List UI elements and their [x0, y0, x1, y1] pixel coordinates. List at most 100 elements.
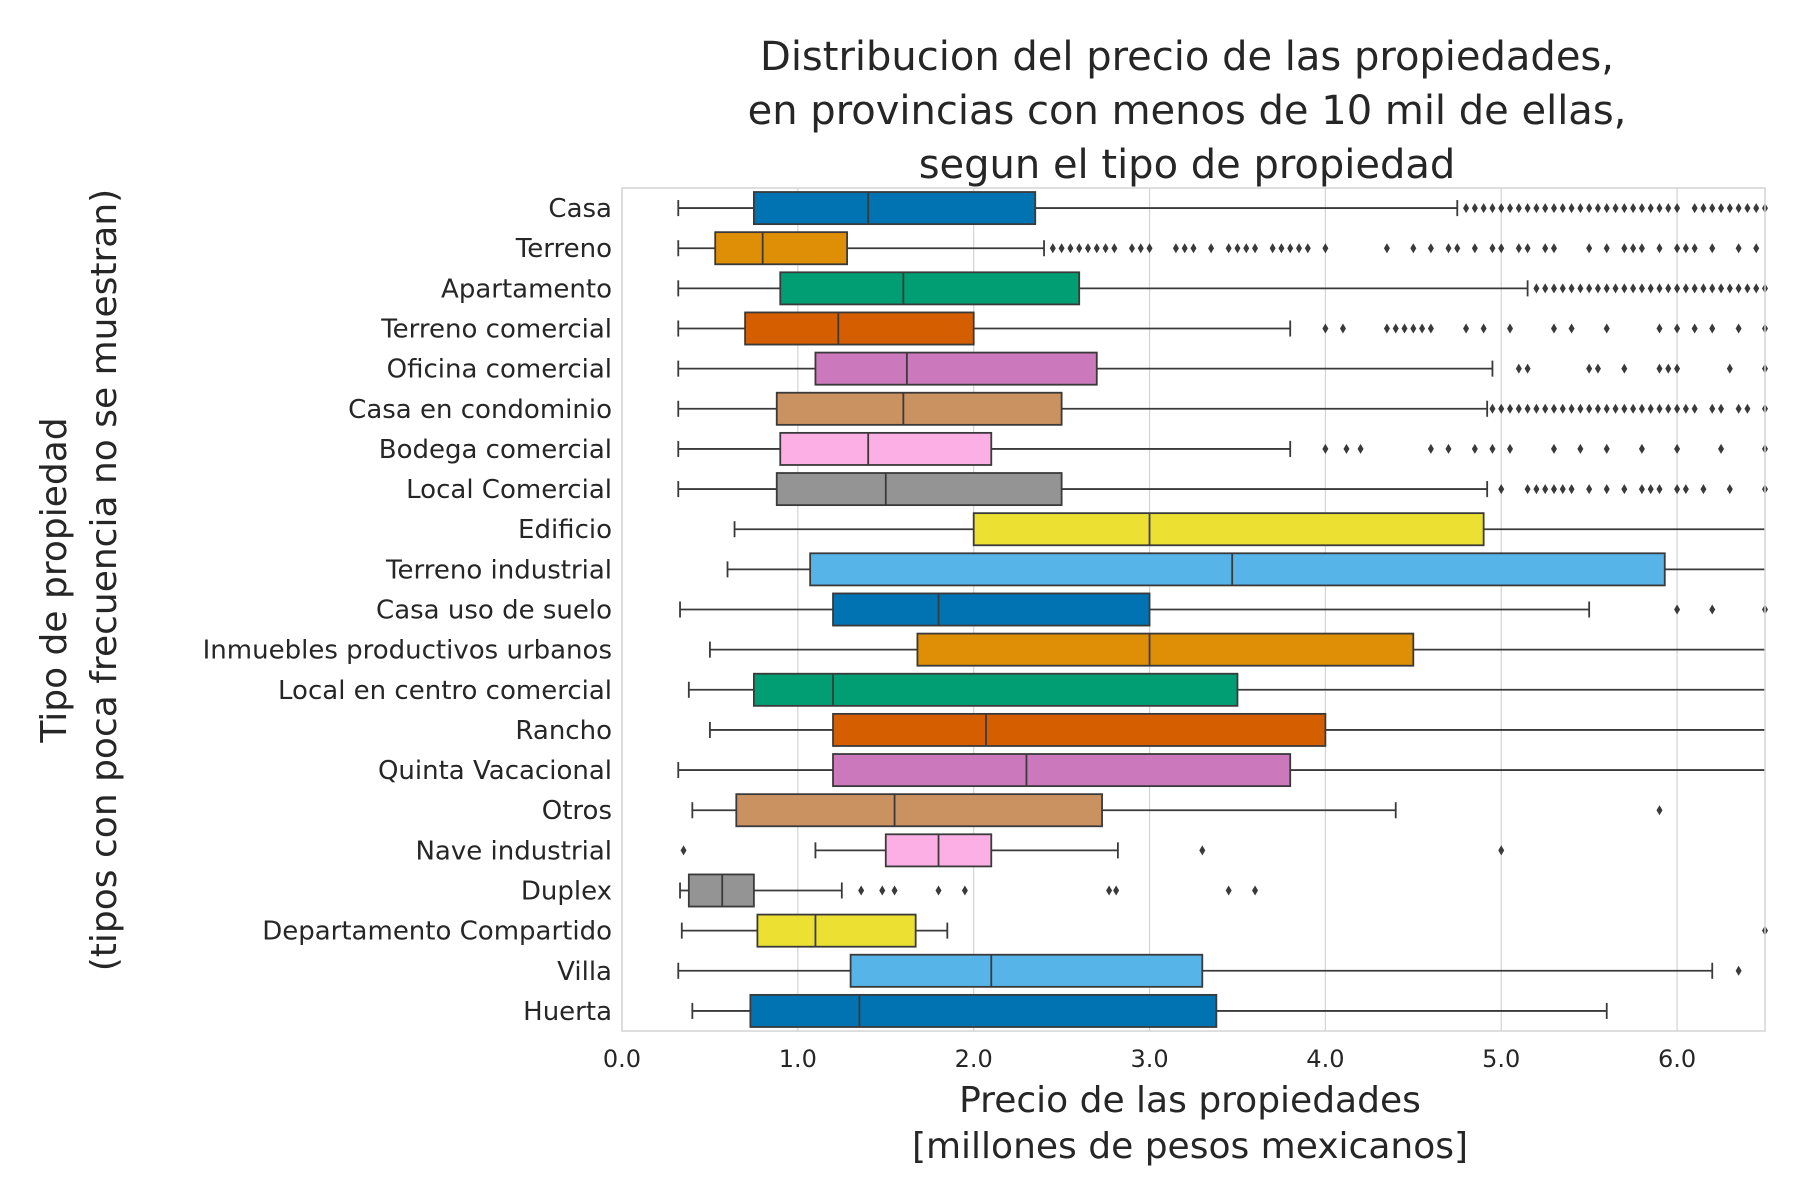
box-15 [691, 793, 1663, 828]
x-axis-label-line-1: Precio de las propiedades [959, 1080, 1421, 1121]
outlier-point [1709, 323, 1716, 334]
outlier-point [1568, 203, 1575, 214]
outlier-point [1489, 443, 1496, 454]
outlier-point [1542, 484, 1549, 495]
category-label: Oficina comercial [387, 355, 612, 385]
box-10 [679, 592, 1768, 627]
outlier-point [1550, 484, 1557, 495]
x-axis-label: Precio de las propiedades [millones de p… [912, 1080, 1468, 1167]
outlier-point [1621, 283, 1628, 294]
outlier-point [879, 885, 886, 896]
outlier-point [1049, 243, 1056, 254]
iqr-box [735, 793, 1103, 828]
category-label: Inmuebles productivos urbanos [203, 636, 612, 666]
outlier-point [1524, 363, 1531, 374]
outlier-point [1594, 363, 1601, 374]
outlier-point [1550, 403, 1557, 414]
outlier-point [1603, 403, 1610, 414]
outlier-point [1542, 403, 1549, 414]
iqr-box [752, 672, 1239, 707]
outlier-point [1586, 203, 1593, 214]
outlier-point [1638, 403, 1645, 414]
outlier-point [1515, 363, 1522, 374]
x-tick-label: 0.0 [603, 1045, 641, 1073]
outlier-point [1612, 283, 1619, 294]
outlier-point [1550, 243, 1557, 254]
category-label: Otros [542, 796, 612, 826]
outlier-point [1603, 283, 1610, 294]
outlier-point [1753, 203, 1760, 214]
iqr-box [752, 191, 1037, 226]
outlier-point [1106, 885, 1113, 896]
outlier-point [1726, 484, 1733, 495]
box-18 [680, 913, 1768, 948]
box-19 [677, 953, 1742, 988]
outlier-point [680, 845, 687, 856]
outlier-point [1691, 403, 1698, 414]
outlier-point [858, 885, 865, 896]
outlier-point [1498, 484, 1505, 495]
iqr-box [775, 472, 1063, 507]
outlier-point [1744, 403, 1751, 414]
outlier-point [1709, 283, 1716, 294]
iqr-box [714, 231, 848, 266]
outlier-point [1343, 443, 1350, 454]
outlier-point [1480, 203, 1487, 214]
outlier-point [1735, 283, 1742, 294]
plot-frame [621, 187, 1766, 1032]
outlier-point [1735, 403, 1742, 414]
category-label: Villa [557, 957, 612, 987]
outlier-point [1076, 243, 1083, 254]
outlier-point [1542, 283, 1549, 294]
outlier-point [1339, 323, 1346, 334]
x-tick-labels: 0.0 1.0 2.0 3.0 4.0 5.0 6.0 [603, 1045, 1696, 1073]
outlier-point [1498, 403, 1505, 414]
outlier-point [1726, 283, 1733, 294]
outlier-point [1401, 323, 1408, 334]
outlier-point [1647, 203, 1654, 214]
outlier-point [1252, 243, 1259, 254]
iqr-box [775, 391, 1063, 426]
iqr-box [779, 271, 1081, 306]
outlier-point [1586, 403, 1593, 414]
outlier-point [1304, 243, 1311, 254]
outlier-point [1735, 965, 1742, 976]
outlier-point [1718, 403, 1725, 414]
outlier-point [1524, 403, 1531, 414]
outlier-point [1709, 403, 1716, 414]
outlier-point [1656, 203, 1663, 214]
outlier-point [1146, 243, 1153, 254]
outlier-point [1225, 243, 1232, 254]
iqr-box [916, 632, 1415, 667]
iqr-box [809, 552, 1666, 587]
iqr-box [749, 993, 1218, 1028]
box-6 [677, 431, 1768, 466]
outlier-point [1735, 323, 1742, 334]
outlier-point [1682, 484, 1689, 495]
outlier-point [1383, 243, 1390, 254]
category-label: Casa en condominio [348, 395, 612, 425]
outlier-point [1515, 403, 1522, 414]
outlier-point [1577, 403, 1584, 414]
outlier-point [1471, 203, 1478, 214]
category-label: Local en centro comercial [278, 676, 612, 706]
outlier-point [1234, 243, 1241, 254]
outlier-point [1559, 283, 1566, 294]
outlier-point [1691, 203, 1698, 214]
outlier-point [1603, 243, 1610, 254]
outlier-point [1674, 403, 1681, 414]
outlier-point [1454, 243, 1461, 254]
outlier-point [1102, 243, 1109, 254]
outlier-point [1709, 203, 1716, 214]
outlier-point [1594, 403, 1601, 414]
outlier-point [1656, 484, 1663, 495]
outlier-point [1577, 443, 1584, 454]
outlier-point [1744, 283, 1751, 294]
outlier-point [1718, 443, 1725, 454]
outlier-point [1691, 323, 1698, 334]
outlier-point [1463, 203, 1470, 214]
outlier-point [1172, 243, 1179, 254]
title-line-3: segun el tipo de propiedad [919, 142, 1456, 188]
outlier-point [1674, 243, 1681, 254]
outlier-point [1445, 443, 1452, 454]
